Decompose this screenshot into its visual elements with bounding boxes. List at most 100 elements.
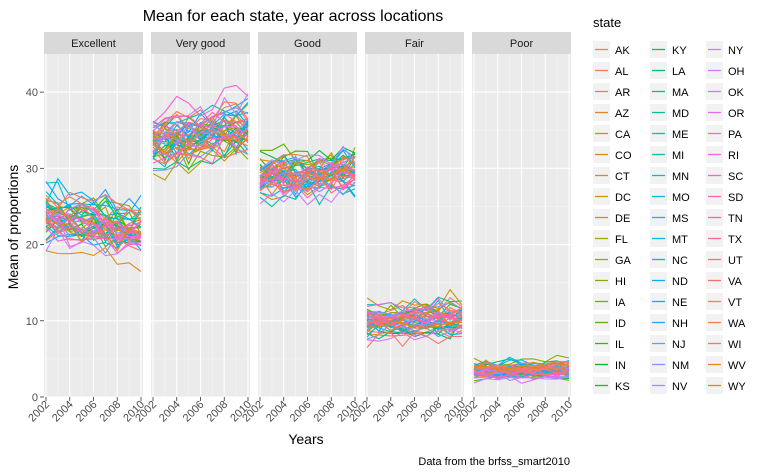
- series-line-vt: [259, 175, 356, 194]
- legend-item-co: CO: [593, 146, 632, 163]
- legend-label: GA: [615, 255, 632, 267]
- legend-item-al: AL: [593, 62, 628, 79]
- legend-item-ri: RI: [706, 146, 739, 163]
- legend-label: NV: [672, 381, 688, 393]
- y-tick-label: 10: [26, 316, 38, 328]
- y-tick-label: 0: [32, 392, 38, 404]
- series-line-vt: [45, 191, 142, 216]
- legend-label: VA: [728, 276, 743, 288]
- legend-item-ny: NY: [706, 41, 744, 58]
- legend-item-ks: KS: [593, 377, 630, 394]
- series-line-sc: [366, 315, 463, 326]
- x-tick-label: 2004: [264, 399, 290, 425]
- legend-label: IA: [615, 297, 626, 309]
- series-line-or: [259, 162, 356, 190]
- legend-item-hi: HI: [593, 272, 626, 289]
- legend-item-de: DE: [593, 209, 630, 226]
- series-line-tx: [152, 111, 249, 141]
- series-line-wi: [45, 208, 142, 236]
- legend-item-oh: OH: [706, 62, 745, 79]
- legend-item-ga: GA: [593, 251, 632, 268]
- series-line-ri: [473, 373, 570, 380]
- legend-label: PA: [728, 129, 743, 141]
- legend-item-wv: WV: [706, 356, 746, 373]
- series-line-sd: [366, 305, 463, 326]
- facet-strip-label: Good: [294, 38, 321, 50]
- series-line-wa: [152, 101, 249, 137]
- series-line-wa: [473, 369, 570, 378]
- facet-strip: [365, 32, 464, 54]
- facet-strip: [258, 32, 357, 54]
- legend-item-va: VA: [706, 272, 743, 289]
- legend-item-pa: PA: [706, 125, 743, 142]
- series-line-va: [259, 155, 356, 185]
- legend-item-mi: MI: [650, 146, 684, 163]
- legend-label: ME: [672, 129, 689, 141]
- series-line-tx: [259, 164, 356, 191]
- legend-label: AZ: [615, 108, 629, 120]
- legend-label: UT: [728, 255, 743, 267]
- series-line-ok: [473, 375, 570, 384]
- series-line-ct: [366, 288, 463, 311]
- x-axis-label: Years: [288, 431, 323, 447]
- series-line-tn: [152, 112, 249, 129]
- facet-strip: [44, 32, 143, 54]
- legend-item-ky: KY: [650, 41, 687, 58]
- legend-label: OR: [728, 108, 745, 120]
- x-tick-label: 2008: [98, 399, 124, 425]
- facet-strip-label: Very good: [176, 38, 226, 50]
- legend-item-vt: VT: [706, 293, 742, 310]
- legend-item-in: IN: [593, 356, 626, 373]
- series-line-de: [152, 138, 249, 181]
- legend-label: NH: [672, 318, 688, 330]
- legend-item-sd: SD: [706, 188, 743, 205]
- x-tick-label: 2008: [419, 399, 445, 425]
- legend-label: ID: [615, 318, 626, 330]
- legend-label: AK: [615, 45, 630, 57]
- legend-item-nh: NH: [650, 314, 688, 331]
- y-axis-label: Mean of proportions: [5, 165, 21, 290]
- series-line-wv: [152, 128, 249, 164]
- legend-item-ia: IA: [593, 293, 626, 310]
- legend-item-ct: CT: [593, 167, 630, 184]
- series-line-wv: [366, 320, 463, 333]
- series-line-wv: [259, 166, 356, 184]
- series-line-tx: [366, 314, 463, 327]
- legend-label: NC: [672, 255, 688, 267]
- legend-title: state: [593, 15, 621, 30]
- x-tick-label: 2006: [502, 399, 528, 425]
- series-line-wy: [259, 156, 356, 175]
- legend-label: VT: [728, 297, 742, 309]
- series-line-ar: [152, 103, 249, 138]
- legend-label: MN: [672, 171, 689, 183]
- legend-label: AL: [615, 66, 628, 78]
- legend-label: LA: [672, 66, 686, 78]
- legend-item-nv: NV: [650, 377, 688, 394]
- series-line-wv: [45, 246, 142, 272]
- legend-label: KY: [672, 45, 687, 57]
- legend-label: MI: [672, 150, 684, 162]
- series-line-oh: [259, 178, 356, 206]
- legend-item-me: ME: [650, 125, 689, 142]
- legend-label: WV: [728, 360, 746, 372]
- legend-item-nm: NM: [650, 356, 689, 373]
- series-line-sc: [45, 210, 142, 235]
- series-line-wi: [473, 363, 570, 372]
- series-line-wi: [366, 314, 463, 326]
- legend-label: WY: [728, 381, 746, 393]
- series-line-sd: [152, 119, 249, 140]
- legend-label: RI: [728, 150, 739, 162]
- series-line-wy: [45, 218, 142, 252]
- legend-label: CA: [615, 129, 631, 141]
- facet-strip: [472, 32, 571, 54]
- y-tick-label: 20: [26, 240, 38, 252]
- legend-item-ms: MS: [650, 209, 689, 226]
- series-line-sd: [45, 207, 142, 230]
- legend-label: IL: [615, 339, 624, 351]
- series-line-wi: [259, 153, 356, 181]
- legend-item-md: MD: [650, 104, 689, 121]
- series-line-wy: [152, 132, 249, 156]
